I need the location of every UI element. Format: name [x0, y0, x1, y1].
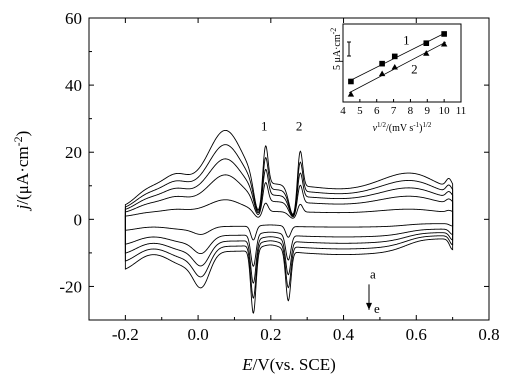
- inset-x-tick-label-6: 10: [439, 105, 451, 117]
- inset-point-series-2-0: [347, 91, 355, 97]
- inset-point-series-2-3: [423, 50, 430, 56]
- inset-series-label-2: 2: [411, 62, 418, 77]
- inset-x-tick-label-4: 8: [408, 105, 414, 117]
- x-tick-label-3: 0.4: [333, 325, 355, 344]
- inset-x-tick-label-3: 7: [391, 105, 397, 117]
- y-tick-label-1: 0: [74, 210, 83, 229]
- cv-curve-4: [124, 144, 454, 299]
- inset-point-series-2-4: [440, 40, 448, 47]
- y-axis-title: j/(μA·cm-2): [11, 131, 32, 212]
- arrow-label-e: e: [374, 301, 380, 316]
- x-tick-label-5: 0.8: [478, 325, 499, 344]
- y-tick-label-4: 60: [65, 9, 82, 28]
- x-tick-label-4: 0.6: [406, 325, 427, 344]
- cv-curve-5: [124, 129, 454, 314]
- plot-frame: [88, 17, 490, 321]
- inset-x-tick-label-1: 5: [357, 105, 363, 117]
- inset-axes: 4 5 6 7 8 9 10 11: [340, 99, 466, 117]
- x-axis-title: E/V(vs. SCE): [241, 355, 336, 374]
- inset-plot: 4 5 6 7 8 9 10 11 12 5 μA·cm-2 v1/2/(mV s-1)1/2: [329, 23, 466, 134]
- inset-scale-bar-label: 5 μA·cm-2: [329, 28, 343, 70]
- inset-x-axis-title: v1/2/(mV s-1)1/2: [373, 121, 432, 134]
- x-tick-label-2: 0.2: [260, 325, 281, 344]
- inset-point-series-1-0: [348, 78, 354, 85]
- peak-label-2: 2: [296, 118, 303, 133]
- inset-x-tick-label-7: 11: [456, 105, 467, 117]
- x-tick-label-1: 0.0: [187, 325, 208, 344]
- cv-curves: [124, 129, 454, 314]
- inset-fit-line-2: [349, 41, 447, 94]
- y-tick-label-0: -20: [59, 277, 82, 296]
- inset-series: 12: [347, 31, 448, 97]
- inset-point-series-2-2: [391, 63, 398, 70]
- inset-point-series-1-2: [391, 53, 398, 60]
- inset-x-tick-label-5: 9: [425, 105, 431, 117]
- y-tick-label-2: 20: [65, 143, 82, 162]
- inset-point-series-1-1: [379, 60, 385, 67]
- x-tick-label-0: -0.2: [112, 325, 139, 344]
- scan-rate-arrow-head: [366, 302, 372, 310]
- cv-curve-3: [124, 158, 454, 284]
- inset-frame: [342, 23, 462, 103]
- inset-point-series-1-4: [441, 31, 447, 37]
- y-tick-label-3: 40: [65, 76, 82, 95]
- axes: -0.2 0.0 0.2 0.4 0.6 0.8 -20 0 20 40 60: [59, 9, 499, 344]
- inset-x-tick-label-0: 4: [340, 105, 346, 117]
- inset-x-tick-label-2: 6: [374, 105, 380, 117]
- inset-series-label-1: 1: [403, 32, 410, 47]
- arrow-label-a: a: [370, 266, 376, 281]
- inset-point-series-1-3: [423, 40, 430, 46]
- peak-label-1: 1: [261, 118, 268, 133]
- inset-point-series-2-1: [378, 70, 386, 77]
